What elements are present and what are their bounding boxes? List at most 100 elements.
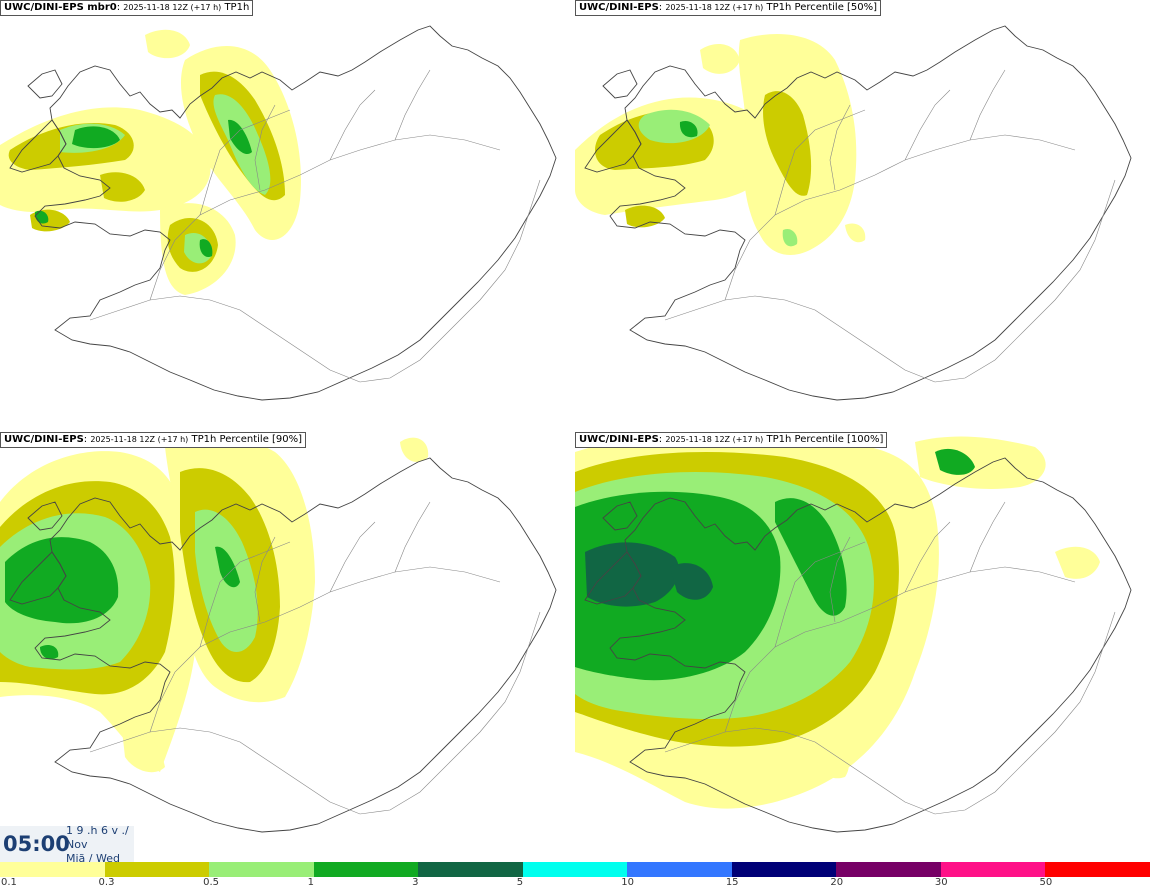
run-time: 2025-11-18 12Z (+17 h) xyxy=(665,435,764,444)
precip-map xyxy=(0,25,557,401)
valid-hour: 05:00 xyxy=(3,832,70,856)
valid-month: Nov xyxy=(66,838,88,851)
legend-swatch xyxy=(836,862,941,877)
precip-map xyxy=(575,25,1132,401)
road xyxy=(774,109,866,216)
precip-area xyxy=(816,732,849,779)
road xyxy=(149,134,501,301)
road xyxy=(969,69,1006,141)
precip-area xyxy=(72,126,120,149)
model-name: UWC/DINI-EPS xyxy=(4,434,84,445)
map-panel-p100: UWC/DINI-EPS: 2025-11-18 12Z (+17 h) TP1… xyxy=(575,432,1150,864)
legend-swatch xyxy=(209,862,314,877)
precip-area xyxy=(1055,546,1100,579)
model-name: UWC/DINI-EPS mbr0 xyxy=(4,2,117,13)
road xyxy=(904,521,951,593)
run-time: 2025-11-18 12Z (+17 h) xyxy=(90,435,189,444)
road xyxy=(89,611,541,815)
legend-swatch xyxy=(0,862,105,877)
valid-time-box: 05:00 1 9 .h 6 v ./ Nov Miã / Wed xyxy=(0,826,134,862)
valid-date-line: 1 9 .h 6 v ./ xyxy=(66,826,129,837)
legend-swatch xyxy=(1045,862,1150,877)
precip-area xyxy=(782,228,798,247)
road xyxy=(829,104,851,191)
legend-swatch xyxy=(940,862,1046,877)
precip-area xyxy=(700,44,740,74)
coastline-fjords xyxy=(584,501,642,605)
run-time: 2025-11-18 12Z (+17 h) xyxy=(665,3,764,12)
road xyxy=(664,611,1116,815)
precip-area xyxy=(228,119,252,155)
panel-title: UWC/DINI-EPS: 2025-11-18 12Z (+17 h) TP1… xyxy=(575,0,882,16)
road xyxy=(829,536,851,623)
precip-area xyxy=(679,120,698,138)
coastline xyxy=(609,25,1132,401)
precip-area xyxy=(199,239,213,258)
field-name: TP1h Percentile [100%] xyxy=(766,434,884,445)
road xyxy=(969,501,1006,573)
precip-area xyxy=(100,172,145,202)
field-name: TP1h Percentile [90%] xyxy=(191,434,303,445)
coastline xyxy=(34,457,557,833)
legend-label: 0.1 xyxy=(1,877,17,888)
road xyxy=(199,541,291,648)
road xyxy=(904,89,951,161)
precip-area xyxy=(775,498,847,616)
road xyxy=(394,69,431,141)
legend-swatch xyxy=(522,862,628,877)
precip-area xyxy=(40,645,59,660)
coastline-fjords xyxy=(584,69,642,173)
road xyxy=(329,89,376,161)
precip-area xyxy=(845,223,866,243)
valid-weekday: Miã / Wed xyxy=(66,852,120,862)
legend-label: 20 xyxy=(830,877,844,888)
map-panel-p50: UWC/DINI-EPS: 2025-11-18 12Z (+17 h) TP1… xyxy=(575,0,1150,432)
panel-title: UWC/DINI-EPS: 2025-11-18 12Z (+17 h) TP1… xyxy=(575,432,888,448)
field-name: TP1h xyxy=(224,2,250,13)
road xyxy=(724,134,1076,301)
precip-area xyxy=(763,91,812,196)
panel-title: UWC/DINI-EPS: 2025-11-18 12Z (+17 h) TP1… xyxy=(0,432,307,448)
color-legend xyxy=(0,862,1150,877)
road xyxy=(329,521,376,593)
precip-map xyxy=(0,436,557,833)
legend-swatch xyxy=(313,862,419,877)
model-name: UWC/DINI-EPS xyxy=(579,434,659,445)
legend-label: 0.3 xyxy=(98,877,115,888)
map-panel-p90: UWC/DINI-EPS: 2025-11-18 12Z (+17 h) TP1… xyxy=(0,432,575,864)
coastline xyxy=(34,25,557,401)
precip-area xyxy=(585,542,679,607)
road xyxy=(89,179,541,383)
legend-label: 30 xyxy=(934,877,948,888)
road xyxy=(149,566,501,733)
precip-area xyxy=(120,712,165,773)
legend-label: 1 xyxy=(307,877,314,888)
legend-label: 15 xyxy=(725,877,739,888)
precip-area xyxy=(670,563,713,600)
legend-swatch xyxy=(627,862,732,877)
road xyxy=(254,536,276,623)
precip-area xyxy=(145,29,190,59)
coastline-fjords xyxy=(9,501,67,605)
legend-label: 50 xyxy=(1039,877,1053,888)
legend-label: 5 xyxy=(516,877,524,888)
legend-swatch xyxy=(418,862,523,877)
run-time: 2025-11-18 12Z (+17 h) xyxy=(123,3,222,12)
precip-map xyxy=(575,435,1132,833)
legend-label: 0.5 xyxy=(203,877,219,888)
legend-label: 3 xyxy=(412,877,419,888)
precip-area xyxy=(215,546,240,588)
legend-swatch xyxy=(104,862,210,877)
model-name: UWC/DINI-EPS xyxy=(579,2,659,13)
precip-area xyxy=(5,537,119,624)
road xyxy=(394,501,431,573)
road xyxy=(664,179,1116,383)
road xyxy=(199,109,291,216)
road xyxy=(254,104,276,191)
precip-area xyxy=(915,436,1046,489)
map-panel-mbr0: UWC/DINI-EPS mbr0: 2025-11-18 12Z (+17 h… xyxy=(0,0,575,432)
legend-swatch xyxy=(731,862,837,877)
precip-area xyxy=(935,448,975,475)
coastline xyxy=(609,457,1132,833)
panel-title: UWC/DINI-EPS mbr0: 2025-11-18 12Z (+17 h… xyxy=(0,0,254,16)
